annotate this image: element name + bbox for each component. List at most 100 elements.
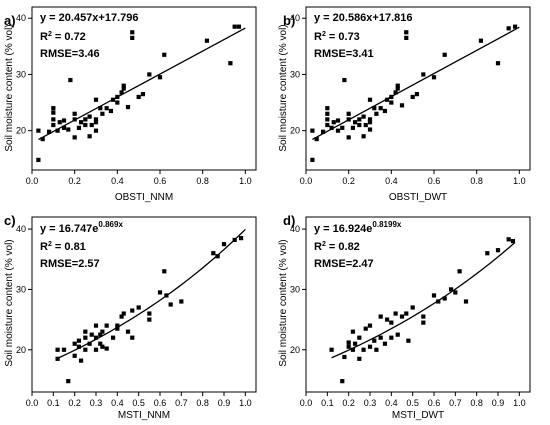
panel-c-r2: R2 = 0.81 (40, 241, 86, 253)
panel-c-point-26 (119, 314, 124, 319)
panel-a-point-9 (57, 120, 62, 125)
panel-d-x-tick-label-5: 0.5 (406, 398, 419, 408)
panel-d-r2-label: R (314, 241, 322, 253)
panel-c-y-tick-label-1: 30 (16, 284, 26, 294)
panel-b-point-21 (361, 134, 366, 139)
panel-c-point-39 (211, 251, 216, 256)
panel-b-equation: y = 20.586x+17.816 (314, 12, 412, 24)
panel-a-point-25 (93, 120, 99, 125)
panel-d-point-37 (485, 251, 490, 256)
panel-d-point-32 (442, 296, 447, 301)
panel-c-point-27 (121, 311, 126, 316)
panel-d-point-12 (367, 344, 373, 349)
panel-c-x-axis-label: MSTI_NNM (118, 410, 170, 421)
panel-c-plot-frame (31, 216, 257, 393)
panel-c-point-21 (104, 323, 109, 328)
panel-d-point-23 (395, 332, 400, 337)
panel-b-point-1 (310, 128, 315, 133)
panel-c-x-tick-label-2: 0.2 (68, 398, 81, 408)
panel-b-point-26 (367, 117, 373, 122)
panel-b-point-25 (367, 120, 373, 125)
panel-d-y-tick-label-1: 30 (290, 284, 300, 294)
panel-b-point-48 (506, 26, 511, 31)
panel-c-point-7 (76, 338, 82, 343)
panel-b-plot-frame (305, 6, 531, 171)
panel-b-point-8 (329, 125, 334, 130)
panel-c-point-8 (78, 358, 84, 363)
panel-d-fit-curve (331, 241, 516, 359)
panel-c-equation-base: y = 16.747e (40, 223, 98, 235)
panel-d-point-29 (421, 320, 426, 325)
panel-a-point-13 (68, 77, 73, 83)
panel-d-point-27 (410, 305, 415, 310)
panel-a-point-5 (51, 117, 56, 122)
panel-c-points (55, 236, 244, 384)
panel-a-point-24 (93, 128, 99, 133)
panel-a-point-42 (140, 92, 146, 97)
panel-d-point-39 (506, 237, 511, 242)
panel-a-point-28 (98, 106, 103, 111)
panel-c-x-tick-label-4: 0.4 (111, 398, 124, 408)
panel-c-point-28 (125, 329, 131, 334)
panel-c-point-9 (83, 347, 88, 352)
panel-d-point-28 (421, 314, 426, 319)
panel-c-point-40 (215, 254, 220, 259)
panel-c-letter: c) (4, 213, 16, 228)
panel-c-y-tick-label-2: 40 (16, 224, 26, 234)
panel-c-point-32 (147, 317, 152, 322)
panel-d-point-18 (382, 341, 388, 346)
panel-a-point-34 (115, 100, 120, 105)
panel-a-x-tick-label-1: 0.2 (68, 176, 81, 186)
panel-d-y-tick-label-0: 20 (290, 345, 300, 355)
panel-c: c) y = 16.747e0.869x R2 = 0.81 RMSE=2.57… (4, 213, 257, 421)
panel-a-point-18 (78, 120, 84, 125)
panel-c-point-15 (93, 323, 99, 328)
panel-c-point-23 (110, 335, 116, 340)
panel-a-point-39 (130, 30, 135, 35)
panel-c-y-axis-label: Soil moisture content (% vol) (4, 239, 15, 366)
panel-d-equation-exponent: 0.8199x (372, 220, 401, 229)
panel-c-point-25 (115, 323, 120, 328)
panel-b-rmse: RMSE=3.41 (314, 48, 374, 60)
panel-a-r2: R2 = 0.72 (40, 31, 86, 43)
panel-b-point-7 (325, 106, 330, 111)
panel-a-x-tick-label-0: 0.0 (26, 176, 39, 186)
panel-d-letter: d) (283, 213, 295, 228)
panel-d-point-30 (431, 293, 437, 298)
panel-a-point-8 (55, 128, 60, 133)
panel-c-x-tick-label-1: 0.1 (47, 398, 60, 408)
panel-c-point-20 (100, 329, 105, 334)
panel-b-point-45 (442, 52, 447, 57)
panel-b-point-10 (335, 128, 341, 133)
panel-a-point-27 (93, 97, 99, 102)
panel-d-point-9 (357, 335, 362, 340)
panel-b-point-5 (325, 117, 330, 122)
panel-c-point-5 (72, 341, 77, 346)
panel-d-point-5 (350, 347, 356, 352)
panel-d-point-22 (393, 311, 398, 316)
panel-c-x-tick-label-0: 0.0 (26, 398, 39, 408)
panel-a-point-15 (72, 117, 77, 122)
panel-c-point-6 (76, 344, 82, 349)
panel-d-point-25 (404, 311, 409, 316)
panel-b-point-35 (393, 90, 398, 95)
panel-b-point-9 (331, 120, 336, 125)
panel-a-point-40 (130, 35, 135, 41)
panel-a-x-tick-label-3: 0.6 (154, 176, 167, 186)
panel-a-point-43 (147, 72, 152, 77)
panel-b-y-tick-label-0: 20 (290, 126, 300, 136)
panel-c-point-0 (55, 356, 60, 361)
panel-a-letter: a) (4, 13, 16, 28)
panel-b-point-29 (374, 111, 379, 116)
panel-d-fit (331, 241, 516, 359)
panel-b-r2-superscript: 2 (322, 31, 326, 38)
panel-d-point-15 (374, 347, 379, 352)
panel-b-point-11 (335, 118, 341, 123)
panel-b-x-tick-label-3: 0.6 (428, 176, 441, 186)
panel-b-x-axis-label: OBSTI_DWT (389, 192, 447, 203)
panel-a-point-48 (232, 24, 237, 29)
panel-a-points (36, 24, 242, 162)
panel-a-point-21 (87, 134, 92, 139)
panel-d-point-13 (367, 323, 373, 328)
